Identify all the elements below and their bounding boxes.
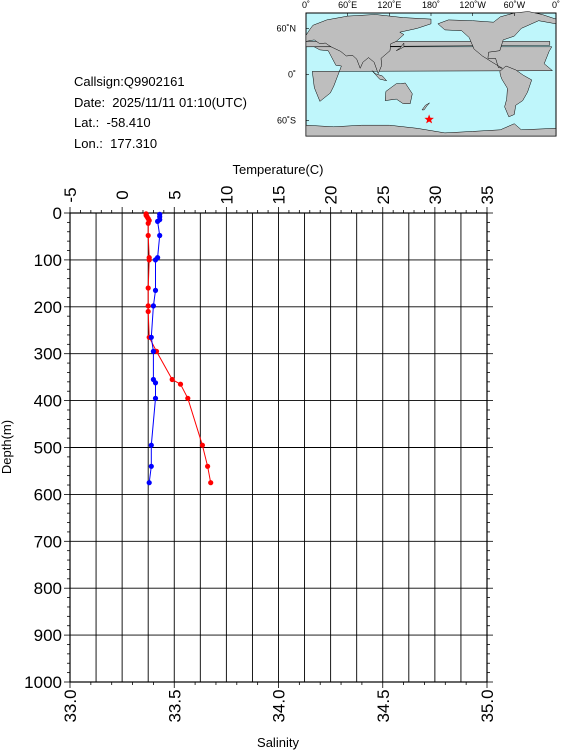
map-longitude-label: 0˚ (302, 0, 310, 10)
temperature-point (208, 480, 214, 486)
depth-axis-title: Depth(m) (0, 420, 14, 474)
map-landmass (305, 123, 557, 137)
map-landmass (384, 82, 413, 104)
temperature-point (145, 220, 151, 226)
temperature-tick-label: 15 (270, 186, 289, 205)
temperature-tick-label: 30 (426, 186, 445, 205)
depth-tick-label: 1000 (24, 673, 62, 692)
salinity-profile-line (148, 214, 161, 483)
map-longitude-label: 120˚E (377, 0, 401, 10)
longitude-text: Lon.: 177.310 (74, 135, 158, 151)
salinity-tick-label: 34.5 (374, 689, 393, 722)
chart-grid (70, 213, 487, 682)
temperature-tick-label: 10 (217, 186, 236, 205)
depth-tick-label: 500 (34, 439, 62, 458)
map-longitude-label: 60˚W (504, 0, 526, 10)
map-landmass (305, 14, 432, 75)
depth-tick-label: 800 (34, 579, 62, 598)
temperature-point (145, 303, 151, 309)
map-landmass (499, 65, 533, 118)
map-longitude-label: 60˚E (338, 0, 357, 10)
depth-tick-label: 700 (34, 532, 62, 551)
temperature-tick-label: 0 (113, 190, 132, 199)
temperature-tick-label: -5 (61, 187, 80, 202)
salinity-point (152, 395, 159, 401)
depth-tick-label: 400 (34, 392, 62, 411)
float-info: Callsign:Q9902161 Date: 2025/11/11 01:10… (74, 72, 247, 154)
map-longitude-label: 180˚ (422, 0, 440, 10)
salinity-axis-title: Salinity (257, 735, 299, 750)
float-position-star (424, 114, 434, 124)
temperature-tick-label: 20 (322, 186, 341, 205)
salinity-tick-label: 33.5 (165, 689, 184, 722)
temperature-axis-title: Temperature(C) (232, 162, 323, 177)
depth-tick-label: 100 (34, 251, 62, 270)
callsign-text: Callsign:Q9902161 (74, 74, 185, 89)
depth-tick-label: 0 (53, 204, 62, 223)
map-land (305, 11, 557, 137)
salinity-tick-label: 34.0 (270, 689, 289, 722)
salinity-tick-label: 33.0 (61, 689, 80, 722)
map-latitude-label: 60˚S (277, 116, 296, 126)
salinity-point (152, 380, 159, 386)
temperature-point (177, 381, 184, 387)
temperature-point (205, 463, 211, 469)
temperature-point (145, 308, 151, 315)
temperature-point (199, 442, 205, 448)
date-text: Date: 2025/11/11 01:10(UTC) (74, 94, 247, 110)
temperature-tick-label: 5 (165, 190, 184, 199)
depth-tick-label: 200 (34, 298, 62, 317)
salinity-point (150, 348, 156, 354)
salinity-point (152, 287, 159, 293)
map-landmass (437, 11, 557, 69)
salinity-point (150, 303, 156, 309)
map-landmass (396, 42, 405, 51)
temperature-tick-label: 25 (374, 186, 393, 205)
map-landmass (421, 102, 430, 111)
salinity-point (152, 257, 159, 263)
depth-tick-label: 600 (34, 485, 62, 504)
temperature-tick-label: 35 (478, 186, 497, 205)
temperature-point (185, 395, 191, 401)
map-landmass (371, 70, 388, 82)
salinity-point (148, 463, 154, 469)
map-longitude-label: 120˚W (459, 0, 486, 10)
temperature-point (146, 257, 152, 263)
salinity-point (146, 480, 152, 486)
depth-tick-label: 900 (34, 626, 62, 645)
temperature-point (145, 232, 151, 239)
latitude-text: Lat.: -58.410 (74, 115, 151, 130)
location-map: 0˚ 60˚E 120˚E 180˚ 120˚W 60˚W 0˚ 60˚N 0˚ 60˚S (276, 0, 560, 137)
salinity-tick-label: 35.0 (478, 689, 497, 722)
map-latitude-label: 0˚ (288, 70, 296, 80)
map-latitude-label: 60˚N (276, 23, 296, 33)
salinity-point (148, 334, 154, 340)
temperature-profile-line (145, 213, 212, 483)
map-longitude-label: 0˚ (552, 0, 560, 10)
salinity-point (157, 232, 163, 239)
salinity-point (148, 442, 154, 448)
salinity-point (155, 218, 161, 224)
depth-tick-label: 300 (34, 345, 62, 364)
temperature-point (169, 376, 175, 383)
temperature-point (145, 285, 151, 291)
